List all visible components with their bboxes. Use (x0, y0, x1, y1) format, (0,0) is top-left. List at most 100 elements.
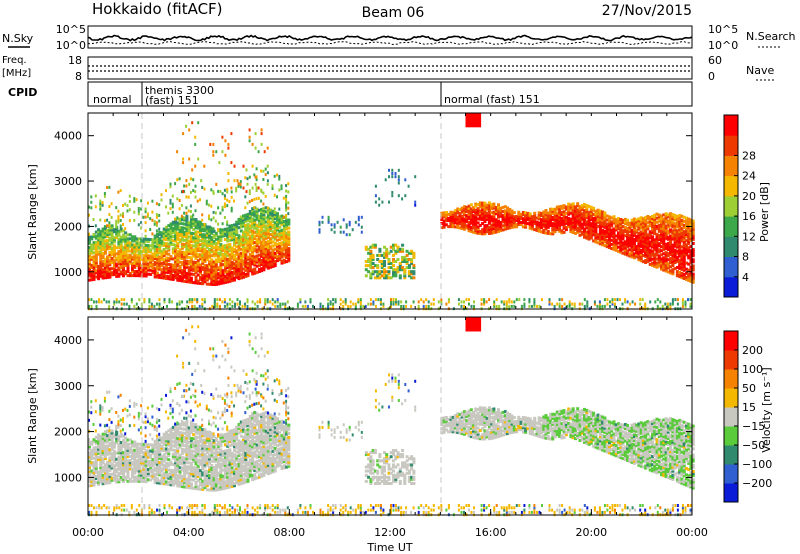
power-cell (192, 189, 195, 193)
power-cell (410, 262, 414, 265)
power-cell (205, 229, 209, 233)
power-cell (394, 274, 398, 278)
power-cell (239, 262, 243, 266)
power-cell (108, 238, 112, 242)
power-cell (155, 232, 159, 236)
power-cell (133, 272, 137, 275)
power-cell (236, 179, 239, 183)
power-cell (542, 214, 546, 218)
power-cell (451, 223, 455, 227)
power-cell (103, 261, 107, 265)
power-cell (178, 300, 181, 304)
power-cell (115, 258, 119, 262)
power-cell (264, 263, 268, 267)
power-cell (203, 239, 207, 243)
power-cell (174, 217, 177, 221)
power-cell (137, 268, 141, 271)
power-cell (221, 281, 225, 285)
power-cell (578, 223, 582, 227)
power-cell (564, 211, 568, 215)
power-cell (151, 240, 155, 244)
power-cell (214, 268, 218, 272)
power-cell (364, 260, 368, 263)
power-cell (176, 231, 180, 235)
power-cell (276, 173, 278, 177)
power-cell (561, 304, 564, 308)
power-cell (469, 215, 473, 219)
power-cell (460, 304, 463, 308)
power-cell (262, 237, 266, 241)
power-cell (185, 280, 189, 284)
power-cell (369, 264, 373, 268)
power-cell (106, 265, 110, 269)
power-cell (276, 255, 279, 259)
power-cell (567, 223, 571, 226)
power-cell (174, 233, 178, 237)
power-cell (574, 227, 577, 231)
power-cell (110, 232, 114, 236)
power-cell (199, 198, 201, 202)
power-cell (234, 302, 236, 306)
power-cell (463, 213, 466, 217)
power-cell (162, 237, 166, 241)
power-cell (278, 254, 282, 258)
power-cell (474, 229, 478, 233)
velocity-cell (90, 411, 93, 415)
power-cell (176, 235, 180, 239)
power-cell (472, 224, 475, 228)
power-cell (494, 228, 498, 232)
power-cell (278, 207, 281, 211)
power-cell (148, 304, 151, 308)
power-cell (99, 248, 103, 252)
power-cell (219, 230, 223, 234)
power-cell (244, 240, 248, 244)
power-cell (560, 210, 564, 214)
power-cell (178, 199, 181, 202)
power-cell (598, 236, 602, 240)
power-cell (664, 302, 667, 306)
power-cell (506, 218, 509, 222)
power-cell (205, 266, 209, 270)
power-cell (257, 245, 261, 249)
power-cell (182, 161, 185, 165)
power-cell (567, 218, 571, 222)
power-cell (103, 259, 107, 263)
power-cell (596, 225, 600, 228)
power-cell (106, 247, 110, 251)
velocity-cell (126, 409, 129, 412)
power-cell (219, 235, 223, 238)
power-cell (212, 250, 216, 254)
power-cell (246, 229, 250, 233)
power-cell (221, 234, 225, 238)
cpid-seg-normal: normal (93, 93, 132, 106)
power-cell (183, 275, 187, 279)
power-cell (237, 238, 241, 242)
power-cell (533, 217, 537, 221)
power-cell (158, 214, 161, 217)
power-cell (396, 247, 400, 251)
power-cell (214, 211, 217, 215)
power-cell (449, 214, 453, 218)
power-cell (162, 250, 166, 253)
power-cell (110, 224, 114, 228)
power-cell (669, 302, 672, 306)
power-cell (237, 260, 241, 264)
power-cell (501, 216, 505, 220)
power-cell (407, 266, 411, 270)
power-cell (183, 269, 187, 273)
power-cell (188, 182, 191, 186)
power-cell (405, 262, 409, 265)
power-cell (112, 260, 116, 264)
power-cell (285, 184, 288, 188)
power-cell (383, 272, 386, 276)
power-cell (176, 244, 180, 247)
power-cell (203, 276, 207, 280)
power-cell (562, 204, 566, 208)
power-cell (167, 271, 171, 275)
power-cell (481, 203, 485, 207)
power-cell (174, 221, 178, 225)
power-cell (412, 266, 416, 270)
power-cell (115, 264, 119, 268)
power-cell (119, 245, 123, 249)
power-cell (578, 229, 582, 233)
